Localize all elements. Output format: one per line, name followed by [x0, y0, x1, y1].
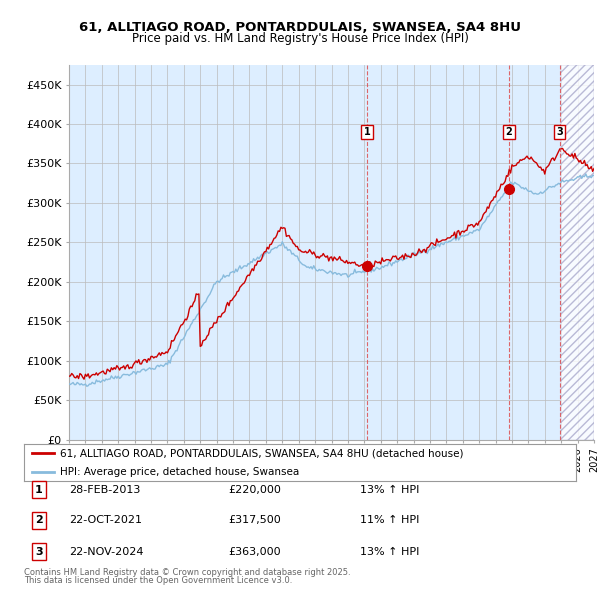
Text: 61, ALLTIAGO ROAD, PONTARDDULAIS, SWANSEA, SA4 8HU: 61, ALLTIAGO ROAD, PONTARDDULAIS, SWANSE… — [79, 21, 521, 34]
Text: HPI: Average price, detached house, Swansea: HPI: Average price, detached house, Swan… — [60, 467, 299, 477]
Text: 22-OCT-2021: 22-OCT-2021 — [69, 516, 142, 525]
Text: 3: 3 — [35, 547, 43, 556]
Text: 1: 1 — [35, 485, 43, 494]
Text: 1: 1 — [364, 127, 370, 137]
Text: 2: 2 — [35, 516, 43, 525]
Text: 61, ALLTIAGO ROAD, PONTARDDULAIS, SWANSEA, SA4 8HU (detached house): 61, ALLTIAGO ROAD, PONTARDDULAIS, SWANSE… — [60, 448, 463, 458]
Text: 3: 3 — [556, 127, 563, 137]
Bar — [561, 65, 594, 440]
Text: Contains HM Land Registry data © Crown copyright and database right 2025.: Contains HM Land Registry data © Crown c… — [24, 568, 350, 577]
Text: 22-NOV-2024: 22-NOV-2024 — [69, 547, 143, 556]
Text: £317,500: £317,500 — [228, 516, 281, 525]
Text: Price paid vs. HM Land Registry's House Price Index (HPI): Price paid vs. HM Land Registry's House … — [131, 32, 469, 45]
Text: 13% ↑ HPI: 13% ↑ HPI — [360, 485, 419, 494]
Text: This data is licensed under the Open Government Licence v3.0.: This data is licensed under the Open Gov… — [24, 576, 292, 585]
Text: 28-FEB-2013: 28-FEB-2013 — [69, 485, 140, 494]
Text: 2: 2 — [505, 127, 512, 137]
Text: £220,000: £220,000 — [228, 485, 281, 494]
Text: 11% ↑ HPI: 11% ↑ HPI — [360, 516, 419, 525]
Text: 13% ↑ HPI: 13% ↑ HPI — [360, 547, 419, 556]
Text: £363,000: £363,000 — [228, 547, 281, 556]
